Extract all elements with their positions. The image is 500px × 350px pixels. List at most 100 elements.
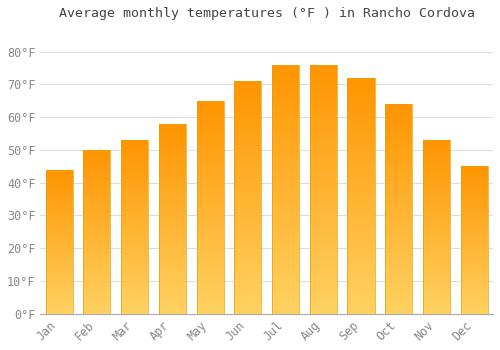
- Bar: [310, 159, 337, 162]
- Bar: [196, 107, 224, 109]
- Bar: [272, 122, 299, 125]
- Bar: [121, 140, 148, 314]
- Bar: [196, 148, 224, 150]
- Bar: [460, 298, 488, 299]
- Bar: [196, 139, 224, 141]
- Bar: [460, 234, 488, 236]
- Bar: [121, 215, 148, 217]
- Bar: [423, 166, 450, 168]
- Bar: [234, 260, 262, 262]
- Bar: [310, 102, 337, 105]
- Bar: [196, 135, 224, 137]
- Bar: [46, 217, 73, 219]
- Bar: [348, 262, 374, 264]
- Bar: [460, 255, 488, 256]
- Bar: [348, 116, 374, 118]
- Bar: [46, 298, 73, 300]
- Bar: [121, 204, 148, 206]
- Bar: [121, 166, 148, 168]
- Bar: [423, 298, 450, 300]
- Bar: [84, 214, 110, 216]
- Bar: [310, 254, 337, 257]
- Bar: [272, 264, 299, 267]
- Bar: [121, 164, 148, 166]
- Bar: [84, 252, 110, 253]
- Bar: [84, 233, 110, 235]
- Bar: [348, 229, 374, 231]
- Bar: [159, 141, 186, 143]
- Bar: [234, 90, 262, 93]
- Bar: [46, 197, 73, 198]
- Bar: [46, 278, 73, 279]
- Bar: [272, 259, 299, 261]
- Bar: [84, 299, 110, 301]
- Bar: [46, 216, 73, 217]
- Bar: [348, 201, 374, 203]
- Bar: [46, 196, 73, 197]
- Bar: [272, 249, 299, 252]
- Bar: [46, 193, 73, 194]
- Bar: [310, 174, 337, 177]
- Bar: [385, 308, 412, 310]
- Bar: [385, 167, 412, 169]
- Bar: [385, 234, 412, 236]
- Bar: [196, 150, 224, 152]
- Bar: [159, 202, 186, 204]
- Bar: [84, 191, 110, 192]
- Bar: [234, 284, 262, 286]
- Bar: [196, 256, 224, 258]
- Bar: [348, 286, 374, 288]
- Bar: [348, 245, 374, 248]
- Bar: [84, 175, 110, 176]
- Bar: [46, 295, 73, 296]
- Bar: [46, 211, 73, 213]
- Bar: [460, 168, 488, 169]
- Bar: [310, 204, 337, 207]
- Bar: [159, 204, 186, 205]
- Bar: [385, 140, 412, 142]
- Bar: [234, 211, 262, 214]
- Bar: [423, 276, 450, 278]
- Bar: [121, 264, 148, 265]
- Bar: [196, 154, 224, 156]
- Bar: [159, 274, 186, 276]
- Bar: [385, 299, 412, 301]
- Bar: [460, 190, 488, 191]
- Bar: [310, 149, 337, 152]
- Bar: [196, 193, 224, 195]
- Bar: [310, 112, 337, 114]
- Bar: [460, 241, 488, 243]
- Bar: [385, 182, 412, 184]
- Bar: [385, 291, 412, 293]
- Bar: [234, 274, 262, 277]
- Bar: [196, 120, 224, 122]
- Bar: [196, 197, 224, 199]
- Bar: [423, 197, 450, 199]
- Bar: [234, 158, 262, 160]
- Bar: [348, 90, 374, 92]
- Bar: [272, 289, 299, 292]
- Bar: [423, 264, 450, 265]
- Bar: [385, 144, 412, 146]
- Bar: [385, 117, 412, 119]
- Bar: [121, 267, 148, 269]
- Bar: [84, 212, 110, 214]
- Bar: [84, 206, 110, 207]
- Bar: [385, 198, 412, 201]
- Bar: [121, 150, 148, 152]
- Bar: [348, 179, 374, 182]
- Bar: [460, 271, 488, 273]
- Bar: [46, 308, 73, 309]
- Bar: [385, 224, 412, 226]
- Bar: [121, 284, 148, 286]
- Bar: [196, 224, 224, 226]
- Bar: [310, 222, 337, 224]
- Bar: [385, 215, 412, 217]
- Bar: [460, 211, 488, 212]
- Bar: [423, 250, 450, 251]
- Bar: [348, 158, 374, 160]
- Bar: [159, 270, 186, 272]
- Bar: [196, 265, 224, 267]
- Bar: [84, 288, 110, 289]
- Bar: [272, 241, 299, 244]
